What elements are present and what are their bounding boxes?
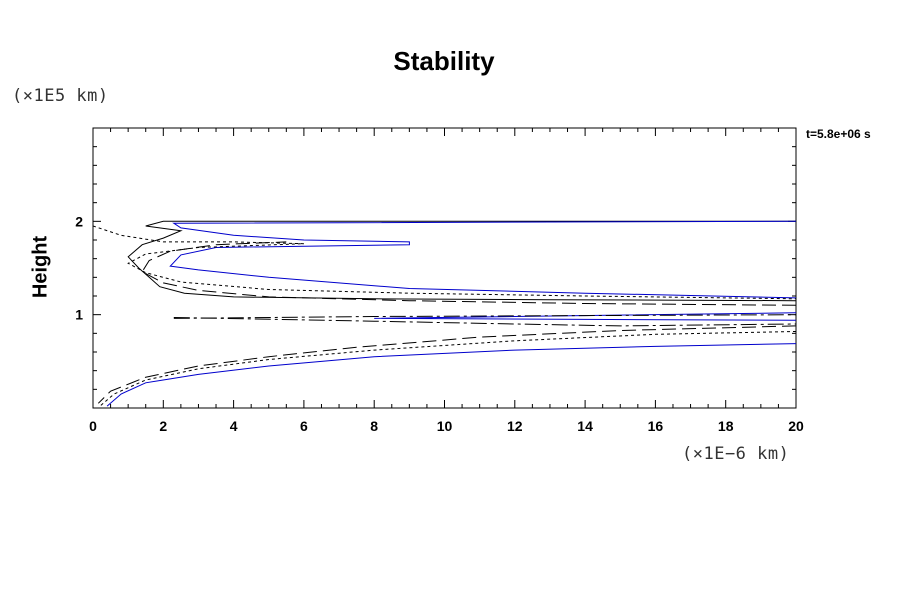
series-line-4 — [106, 343, 796, 407]
x-tick-label: 8 — [370, 418, 378, 434]
x-tick-label: 20 — [788, 418, 804, 434]
x-tick-label: 16 — [648, 418, 664, 434]
x-tick-label: 18 — [718, 418, 734, 434]
series-line-2 — [169, 220, 796, 299]
series-line-7 — [141, 241, 796, 306]
y-tick-label: 2 — [75, 213, 83, 229]
series-line-5 — [93, 225, 796, 300]
x-tick-label: 6 — [300, 418, 308, 434]
x-unit-label: (×1E−6 km) — [682, 444, 790, 464]
series-line-3 — [374, 312, 796, 321]
series-line-8 — [97, 325, 796, 404]
series-line-1 — [127, 220, 796, 302]
series-line-9 — [173, 314, 796, 319]
x-tick-label: 10 — [437, 418, 453, 434]
x-tick-label: 4 — [230, 418, 238, 434]
time-annotation: t=5.8e+06 s — [806, 127, 871, 141]
chart-title: Stability — [393, 46, 495, 76]
x-tick-label: 2 — [159, 418, 167, 434]
x-tick-label: 14 — [577, 418, 593, 434]
series-line-6 — [99, 331, 796, 407]
y-unit-label: (×1E5 km) — [12, 86, 109, 106]
plot-frame — [92, 127, 797, 409]
x-tick-label: 12 — [507, 418, 523, 434]
x-tick-label: 0 — [89, 418, 97, 434]
y-tick-label: 1 — [75, 307, 83, 323]
